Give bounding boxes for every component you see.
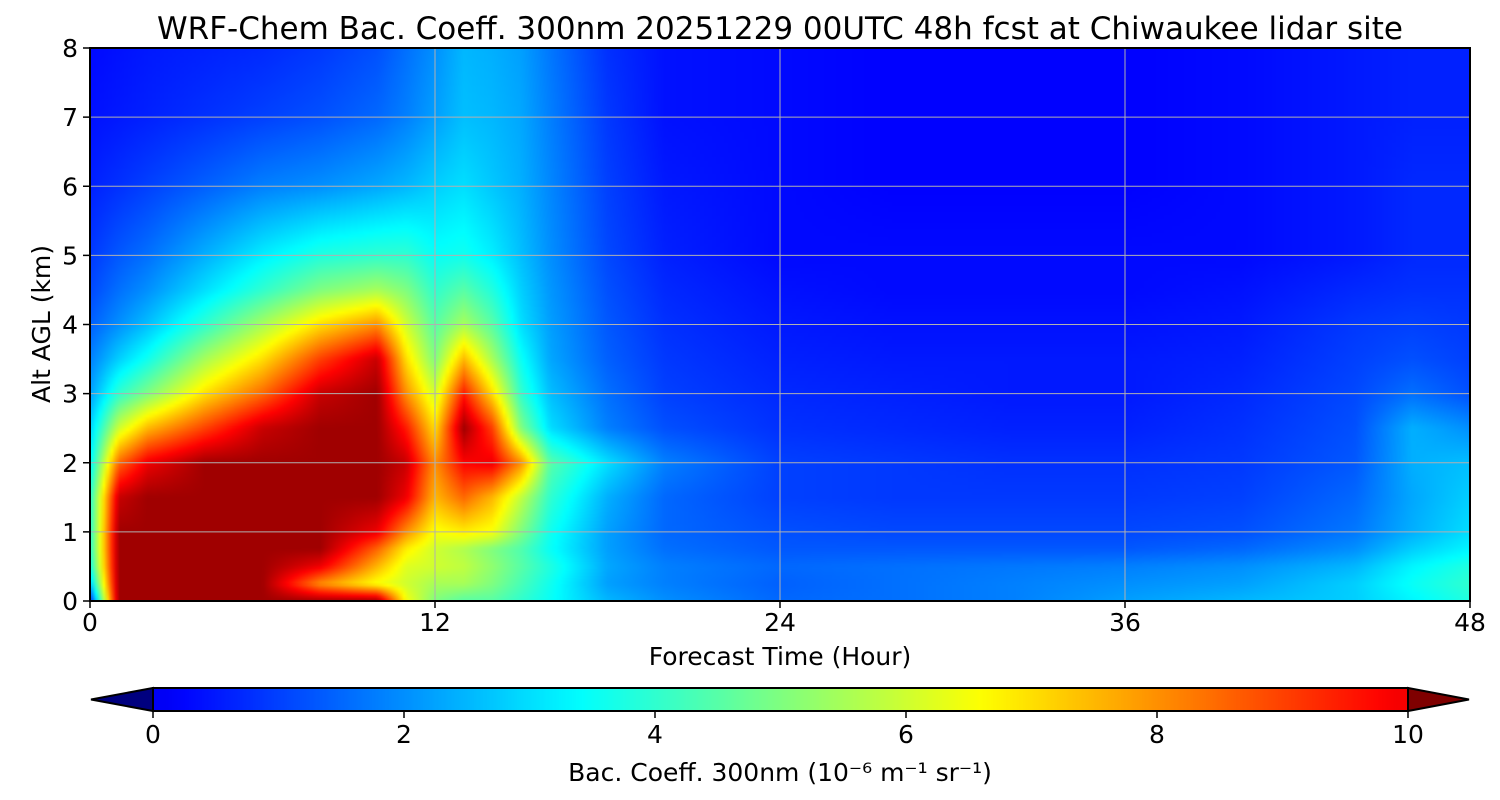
colorbar-max-arrow — [1407, 686, 1470, 713]
y-tick-label: 1 — [62, 518, 78, 547]
colorbar: 0 2 4 6 8 10 Bac. Coeff. 300nm (10⁻⁶ m⁻¹ sr⁻¹… — [90, 686, 1470, 787]
y-tick-label: 4 — [62, 311, 78, 340]
y-axis: 0 1 2 3 4 5 6 7 8 — [62, 34, 90, 616]
x-axis: 0 12 24 36 48 — [82, 601, 1486, 637]
colorbar-frame — [152, 687, 1409, 712]
y-tick-label: 0 — [62, 587, 78, 616]
x-tick-label: 48 — [1454, 608, 1486, 637]
y-tick-label: 2 — [62, 449, 78, 478]
y-tick-label: 6 — [62, 172, 78, 201]
chart-title: WRF-Chem Bac. Coeff. 300nm 20251229 00UT… — [157, 11, 1403, 47]
x-axis-label: Forecast Time (Hour) — [649, 642, 912, 671]
colorbar-tick-label: 6 — [898, 720, 914, 749]
colorbar-gradient — [153, 688, 1408, 711]
x-tick-label: 0 — [82, 608, 98, 637]
x-tick-label: 12 — [419, 608, 451, 637]
colorbar-tick-label: 0 — [145, 720, 161, 749]
y-tick-label: 3 — [62, 380, 78, 409]
colorbar-tick-label: 10 — [1392, 720, 1424, 749]
plot-area — [89, 47, 1471, 602]
colorbar-ticks: 0 2 4 6 8 10 — [145, 711, 1424, 749]
colorbar-tick-label: 2 — [396, 720, 412, 749]
y-axis-label: Alt AGL (km) — [27, 245, 56, 403]
colorbar-tick-label: 4 — [647, 720, 663, 749]
x-tick-label: 24 — [764, 608, 796, 637]
colorbar-label: Bac. Coeff. 300nm (10⁻⁶ m⁻¹ sr⁻¹) — [568, 758, 992, 787]
y-tick-label: 8 — [62, 34, 78, 63]
colorbar-min-arrow — [90, 686, 154, 713]
y-tick-label: 7 — [62, 103, 78, 132]
y-tick-label: 5 — [62, 241, 78, 270]
x-tick-label: 36 — [1109, 608, 1141, 637]
colorbar-tick-label: 8 — [1149, 720, 1165, 749]
